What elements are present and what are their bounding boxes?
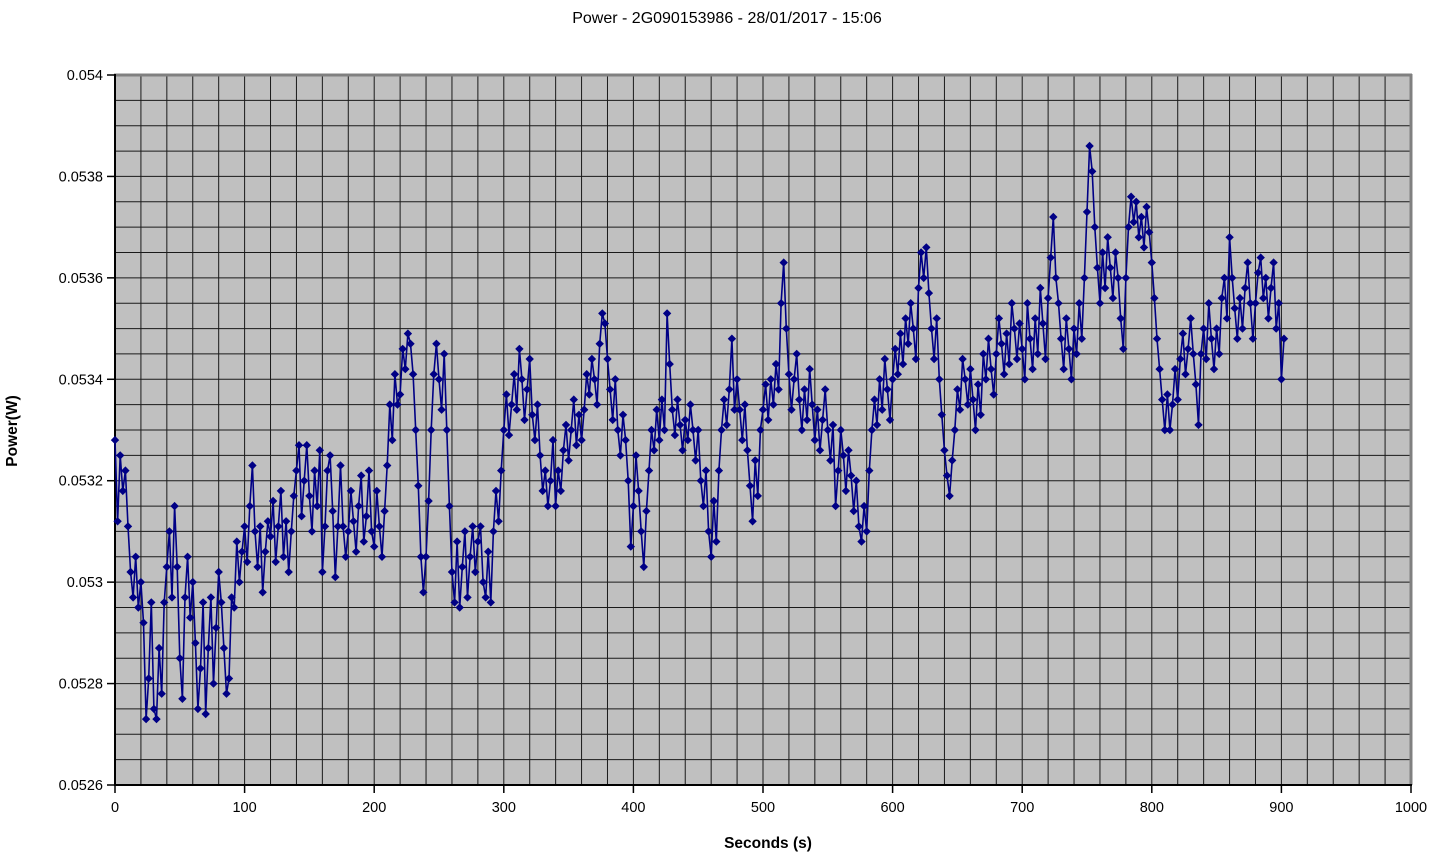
- axis-ticks: [107, 74, 1412, 793]
- series-line: [114, 145, 1285, 720]
- y-tick-label: 0.0536: [59, 271, 103, 287]
- x-tick-label: 100: [232, 800, 256, 816]
- x-axis-title: Seconds (s): [724, 835, 812, 852]
- gridlines: [114, 74, 1412, 786]
- chart-title: Power - 2G090153986 - 28/01/2017 - 15:06: [572, 10, 882, 27]
- x-tick-label: 400: [621, 800, 645, 816]
- y-tick-label: 0.053: [67, 575, 103, 591]
- plot-layer: 0 100 200 300 400 500 600 700 800 900 1000 0.0526 0.…: [59, 68, 1427, 816]
- y-tick-label: 0.0538: [59, 169, 103, 185]
- y-tick-label: 0.0526: [59, 778, 103, 794]
- x-tick-label: 500: [751, 800, 775, 816]
- series-markers: [110, 141, 1289, 724]
- y-tick-label: 0.0534: [59, 372, 103, 388]
- y-tick-label: 0.0528: [59, 677, 103, 693]
- y-tick-label: 0.054: [67, 68, 103, 84]
- y-axis-title: Power(W): [4, 395, 21, 466]
- x-tick-label: 0: [111, 800, 119, 816]
- x-tick-label: 1000: [1395, 800, 1427, 816]
- x-tick-label: 600: [880, 800, 904, 816]
- tick-labels: 0 100 200 300 400 500 600 700 800 900 1000 0.0526 0.…: [59, 68, 1427, 816]
- y-tick-label: 0.0532: [59, 474, 103, 490]
- x-tick-label: 800: [1140, 800, 1164, 816]
- x-tick-label: 200: [362, 800, 386, 816]
- x-tick-label: 300: [492, 800, 516, 816]
- x-tick-label: 900: [1269, 800, 1293, 816]
- x-tick-label: 700: [1010, 800, 1034, 816]
